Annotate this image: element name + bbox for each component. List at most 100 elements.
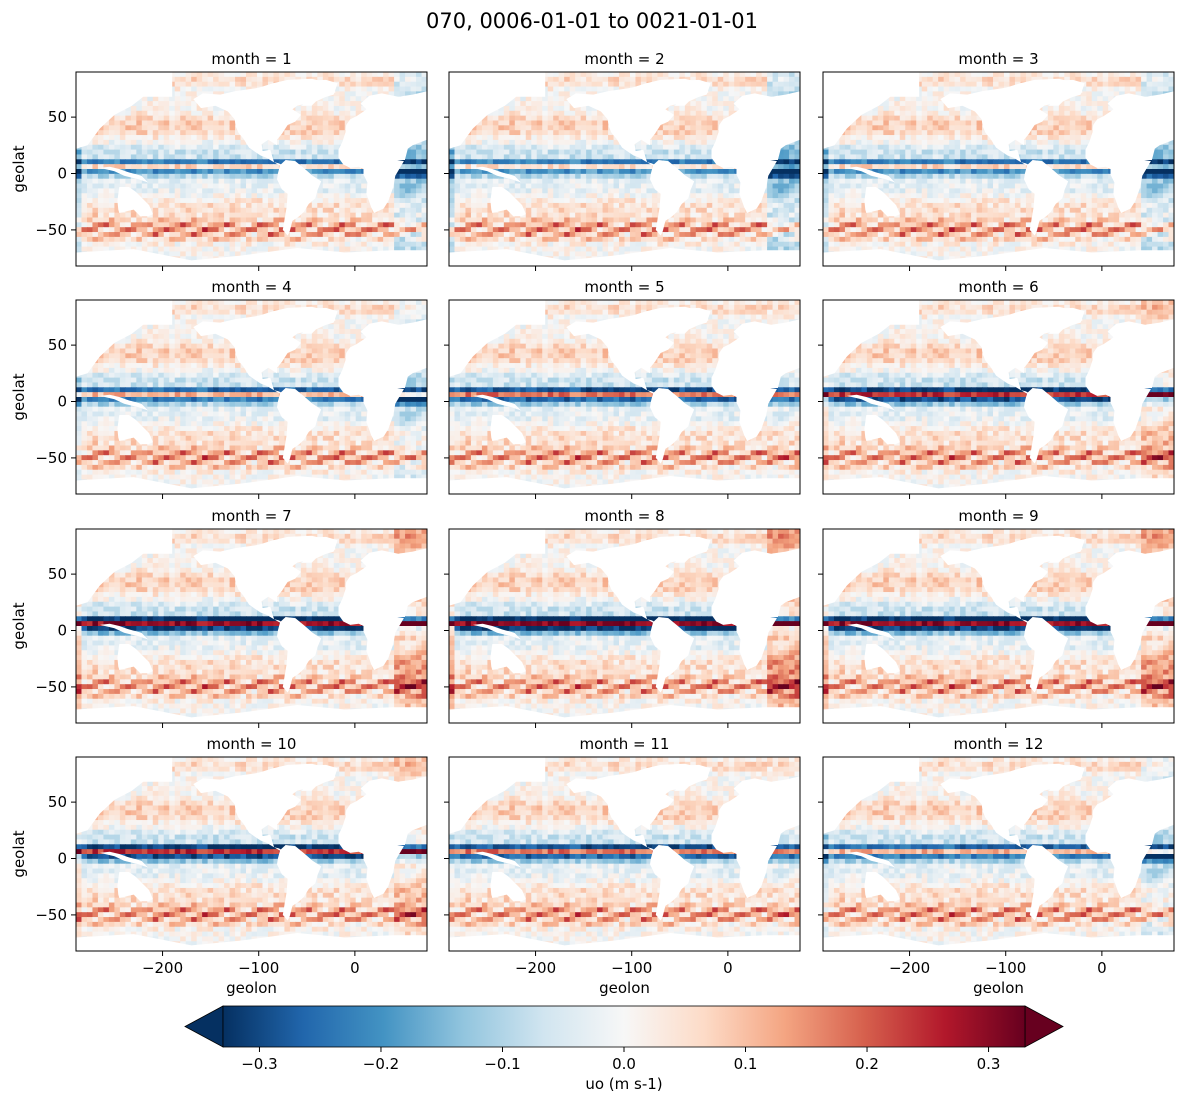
land-mask bbox=[193, 763, 336, 921]
land-mask bbox=[847, 851, 896, 868]
panel-title: month = 11 bbox=[580, 735, 670, 753]
heatmap-field bbox=[76, 757, 427, 951]
panel-title: month = 1 bbox=[211, 50, 291, 68]
land-mask bbox=[823, 476, 1174, 494]
land-mask bbox=[823, 248, 1174, 266]
land-mask bbox=[864, 187, 900, 217]
panel-month-10: month = 10 50 0 −50 −200 −100 0 geolat geolon bbox=[10, 735, 428, 997]
panel-title: month = 7 bbox=[211, 507, 291, 525]
land-mask bbox=[449, 476, 800, 494]
land-mask bbox=[940, 78, 1083, 236]
land-mask bbox=[193, 306, 336, 464]
land-mask bbox=[76, 705, 427, 723]
land-mask bbox=[473, 851, 522, 868]
panel-title: month = 4 bbox=[211, 278, 291, 296]
land-mask bbox=[473, 394, 522, 411]
panel-title: month = 3 bbox=[958, 50, 1038, 68]
y-axis-label: geolat bbox=[10, 145, 28, 192]
heatmap-field bbox=[823, 529, 1174, 723]
land-mask bbox=[823, 72, 920, 149]
land-mask bbox=[449, 300, 546, 377]
panel-month-2: month = 2 bbox=[444, 50, 801, 271]
land-mask bbox=[338, 319, 427, 441]
land-mask bbox=[117, 415, 153, 445]
land-mask bbox=[117, 644, 153, 674]
axes-frame bbox=[822, 299, 1175, 495]
land-mask bbox=[76, 300, 173, 377]
land-mask bbox=[660, 764, 711, 791]
land-mask bbox=[473, 623, 522, 640]
axes-frame bbox=[822, 528, 1175, 724]
x-axis-label: geolon bbox=[599, 979, 650, 997]
land-mask bbox=[449, 705, 800, 723]
colorbar-gradient bbox=[222, 1005, 1026, 1048]
y-tick-label: −50 bbox=[35, 906, 67, 924]
panel-month-6: month = 6 bbox=[818, 278, 1175, 499]
heatmap-field bbox=[823, 757, 1174, 951]
panel-month-12: month = 12 −200 −100 0 geolon bbox=[818, 735, 1175, 997]
land-mask bbox=[566, 763, 709, 921]
y-tick-label: 0 bbox=[57, 165, 67, 183]
land-mask bbox=[1034, 307, 1085, 334]
land-mask bbox=[864, 872, 900, 902]
panel-title: month = 10 bbox=[207, 735, 297, 753]
y-tick-label: 50 bbox=[48, 336, 67, 354]
x-tick-label: 0 bbox=[723, 959, 733, 977]
land-mask bbox=[660, 307, 711, 334]
panel-title: month = 8 bbox=[584, 507, 664, 525]
panel-month-3: month = 3 bbox=[818, 50, 1175, 271]
land-mask bbox=[287, 536, 338, 563]
land-mask bbox=[823, 529, 920, 606]
land-mask bbox=[847, 166, 896, 183]
panel-grid: month = 1 50 0 −50 geolat month = 2 month = 3 m… bbox=[10, 50, 1175, 997]
y-tick-label: 50 bbox=[48, 793, 67, 811]
colorbar-extend-low bbox=[184, 1005, 224, 1048]
panel-title: month = 2 bbox=[584, 50, 664, 68]
y-tick-label: −50 bbox=[35, 221, 67, 239]
axes-frame bbox=[75, 299, 428, 495]
land-mask bbox=[566, 306, 709, 464]
land-mask bbox=[449, 757, 546, 834]
land-mask bbox=[847, 394, 896, 411]
land-mask bbox=[847, 623, 896, 640]
y-tick-label: 50 bbox=[48, 108, 67, 126]
land-mask bbox=[1085, 91, 1174, 213]
panel-month-4: month = 4 50 0 −50 geolat bbox=[10, 278, 428, 499]
land-mask bbox=[76, 757, 173, 834]
land-mask bbox=[473, 166, 522, 183]
land-mask bbox=[193, 78, 336, 236]
y-tick-label: 0 bbox=[57, 622, 67, 640]
x-axis-label: geolon bbox=[973, 979, 1024, 997]
land-mask bbox=[490, 415, 526, 445]
land-mask bbox=[449, 933, 800, 951]
colorbar-tick-label: −0.3 bbox=[241, 1055, 277, 1073]
land-mask bbox=[100, 394, 149, 411]
land-mask bbox=[449, 248, 800, 266]
land-mask bbox=[76, 476, 427, 494]
land-mask bbox=[1085, 776, 1174, 898]
land-mask bbox=[490, 644, 526, 674]
x-tick-label: −100 bbox=[238, 959, 279, 977]
y-tick-label: −50 bbox=[35, 678, 67, 696]
heatmap-field bbox=[76, 529, 427, 723]
colorbar-tick-label: 0.2 bbox=[855, 1055, 879, 1073]
y-tick-label: 0 bbox=[57, 393, 67, 411]
panel-month-9: month = 9 bbox=[818, 507, 1175, 728]
land-mask bbox=[940, 763, 1083, 921]
land-mask bbox=[940, 535, 1083, 693]
colorbar-tick-label: −0.2 bbox=[363, 1055, 399, 1073]
land-mask bbox=[1034, 79, 1085, 106]
land-mask bbox=[1034, 536, 1085, 563]
land-mask bbox=[287, 79, 338, 106]
heatmap-field bbox=[823, 300, 1174, 494]
land-mask bbox=[76, 248, 427, 266]
land-mask bbox=[100, 166, 149, 183]
heatmap-field bbox=[76, 72, 427, 266]
land-mask bbox=[449, 529, 546, 606]
figure-title: 070, 0006-01-01 to 0021-01-01 bbox=[426, 9, 758, 33]
x-tick-label: −200 bbox=[515, 959, 556, 977]
y-axis-label: geolat bbox=[10, 373, 28, 420]
y-axis-label: geolat bbox=[10, 830, 28, 877]
x-tick-label: −100 bbox=[985, 959, 1026, 977]
